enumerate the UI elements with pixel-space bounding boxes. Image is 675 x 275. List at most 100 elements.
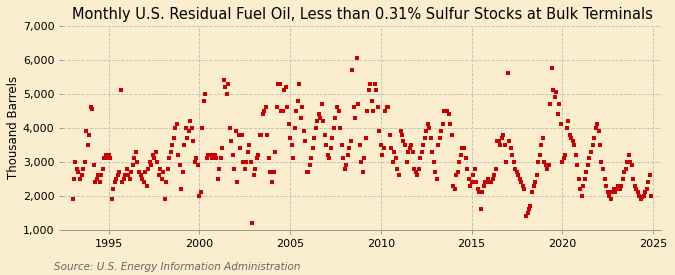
- Point: [209, 153, 220, 157]
- Point: [481, 180, 492, 185]
- Point: [483, 177, 493, 181]
- Point: [115, 88, 126, 93]
- Point: [524, 207, 535, 211]
- Point: [134, 170, 144, 174]
- Point: [221, 92, 232, 96]
- Point: [356, 160, 367, 164]
- Point: [307, 146, 318, 150]
- Point: [290, 126, 300, 130]
- Point: [178, 170, 188, 174]
- Point: [546, 66, 557, 71]
- Point: [437, 122, 448, 127]
- Point: [580, 177, 591, 181]
- Point: [197, 126, 208, 130]
- Point: [234, 133, 244, 137]
- Point: [111, 177, 122, 181]
- Point: [109, 180, 120, 185]
- Point: [504, 139, 515, 144]
- Point: [174, 163, 185, 167]
- Point: [318, 119, 329, 123]
- Point: [365, 81, 376, 86]
- Point: [646, 194, 657, 198]
- Point: [563, 119, 574, 123]
- Point: [257, 112, 268, 116]
- Point: [164, 156, 175, 161]
- Point: [130, 149, 141, 154]
- Point: [429, 160, 439, 164]
- Point: [247, 221, 258, 225]
- Point: [416, 149, 427, 154]
- Point: [236, 133, 247, 137]
- Point: [148, 156, 159, 161]
- Point: [82, 143, 93, 147]
- Point: [280, 85, 291, 89]
- Point: [448, 183, 459, 188]
- Point: [91, 177, 102, 181]
- Point: [625, 160, 636, 164]
- Point: [273, 81, 284, 86]
- Point: [634, 194, 645, 198]
- Point: [244, 143, 254, 147]
- Point: [138, 180, 149, 185]
- Point: [530, 180, 541, 185]
- Point: [602, 190, 613, 195]
- Point: [165, 149, 176, 154]
- Point: [90, 180, 101, 185]
- Point: [330, 116, 341, 120]
- Point: [552, 112, 563, 116]
- Point: [569, 143, 580, 147]
- Point: [410, 170, 421, 174]
- Point: [196, 190, 207, 195]
- Point: [261, 105, 271, 110]
- Point: [212, 177, 223, 181]
- Point: [510, 166, 521, 171]
- Point: [297, 105, 308, 110]
- Point: [629, 183, 640, 188]
- Point: [152, 160, 163, 164]
- Point: [188, 139, 199, 144]
- Point: [264, 156, 275, 161]
- Point: [590, 126, 601, 130]
- Point: [441, 109, 452, 113]
- Point: [554, 102, 564, 106]
- Point: [267, 180, 277, 185]
- Point: [404, 146, 415, 150]
- Point: [274, 81, 285, 86]
- Point: [387, 160, 398, 164]
- Point: [360, 136, 371, 140]
- Point: [368, 109, 379, 113]
- Point: [635, 197, 646, 201]
- Point: [363, 88, 374, 93]
- Point: [117, 180, 128, 185]
- Point: [578, 183, 589, 188]
- Point: [460, 156, 471, 161]
- Point: [159, 197, 170, 201]
- Point: [454, 160, 465, 164]
- Point: [70, 160, 81, 164]
- Point: [536, 143, 547, 147]
- Point: [321, 143, 332, 147]
- Point: [620, 166, 631, 171]
- Point: [430, 170, 441, 174]
- Point: [335, 126, 346, 130]
- Point: [309, 136, 320, 140]
- Point: [351, 56, 362, 60]
- Point: [613, 183, 624, 188]
- Y-axis label: Thousand Barrels: Thousand Barrels: [7, 76, 20, 179]
- Point: [556, 122, 566, 127]
- Point: [220, 85, 231, 89]
- Point: [439, 109, 450, 113]
- Point: [628, 177, 639, 181]
- Point: [114, 170, 125, 174]
- Point: [268, 170, 279, 174]
- Point: [450, 187, 460, 191]
- Title: Monthly U.S. Residual Fuel Oil, Less than 0.31% Sulfur Stocks at Bulk Terminals: Monthly U.S. Residual Fuel Oil, Less tha…: [72, 7, 652, 22]
- Point: [155, 166, 165, 171]
- Point: [242, 149, 253, 154]
- Point: [317, 102, 327, 106]
- Point: [230, 129, 241, 133]
- Point: [191, 156, 202, 161]
- Point: [423, 122, 433, 127]
- Point: [256, 133, 267, 137]
- Point: [312, 119, 323, 123]
